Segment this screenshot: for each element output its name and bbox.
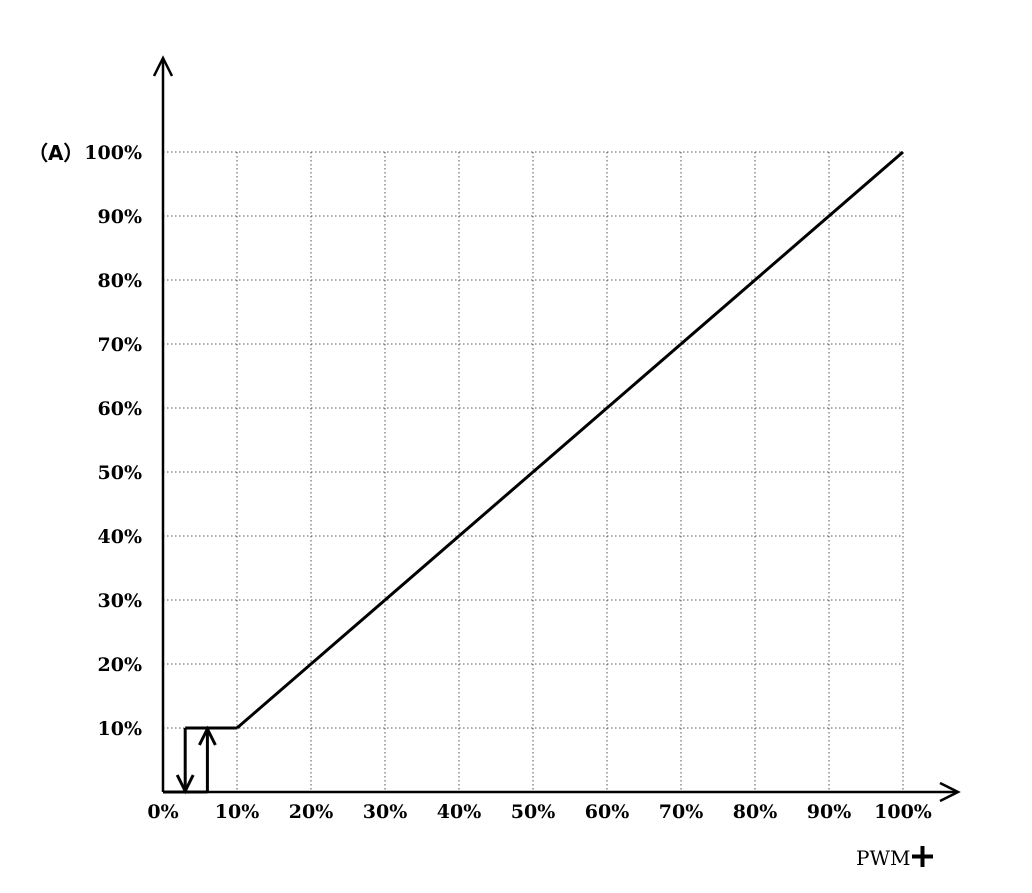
y-tick-label: 50% [98,462,143,484]
plus-icon [912,846,933,867]
y-tick-label: 90% [98,206,143,228]
hysteresis-loop [163,725,237,795]
y-tick-label: 100% [84,142,142,164]
x-tick-label: 90% [807,801,852,823]
grid [163,151,904,792]
axes [152,55,961,803]
x-tick-label: 70% [659,801,704,823]
arrow-up-icon [198,725,217,746]
series [236,150,904,730]
y-tick-label: 40% [98,526,143,548]
x-tick-label: 60% [585,801,630,823]
arrow-down-icon [175,774,195,795]
x-tick-label: 40% [437,801,482,823]
y-tick-label: 10% [98,718,143,740]
y-tick-label: 20% [98,654,143,676]
x-tick-label: 10% [215,801,260,823]
x-tick-label: 20% [289,801,334,823]
y-tick-label: 30% [98,590,143,612]
x-axis-arrow-icon [939,781,961,803]
x-tick-label: 30% [363,801,408,823]
y-tick-label: 60% [98,398,143,420]
x-tick-label: 80% [733,801,778,823]
x-axis-label: PWM [856,846,911,870]
x-tick-labels: 0% 10% 20% 30% 40% 50% 60% 70% 80% 90% 100% [147,801,932,823]
x-tick-label: 100% [874,801,932,823]
x-tick-label: 50% [511,801,556,823]
y-axis-label: （A） [28,141,83,165]
x-tick-label: 0% [147,801,178,823]
y-tick-label: 80% [98,270,143,292]
y-axis-arrow-icon [152,55,174,77]
y-tick-label: 70% [98,334,143,356]
series-line [236,150,904,730]
y-tick-labels: 10% 20% 30% 40% 50% 60% 70% 80% 90% 100% [84,142,142,740]
